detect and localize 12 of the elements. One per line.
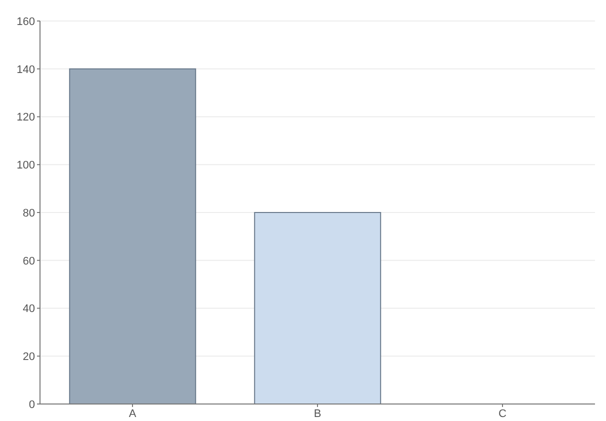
y-tick-label: 40 [22, 303, 35, 316]
y-tick-label: 140 [16, 64, 35, 76]
y-tick-label: 160 [16, 16, 35, 28]
y-tick-label: 0 [28, 398, 35, 411]
y-tick-label: 20 [22, 351, 35, 364]
y-tick-label: 120 [16, 112, 35, 124]
x-tick-label: A [128, 408, 137, 420]
y-tick-label: 60 [22, 255, 35, 268]
x-tick-label: B [314, 408, 322, 420]
x-tick-label: C [498, 408, 507, 420]
y-tick-label: 80 [22, 207, 35, 220]
y-tick-label: 100 [16, 160, 35, 172]
